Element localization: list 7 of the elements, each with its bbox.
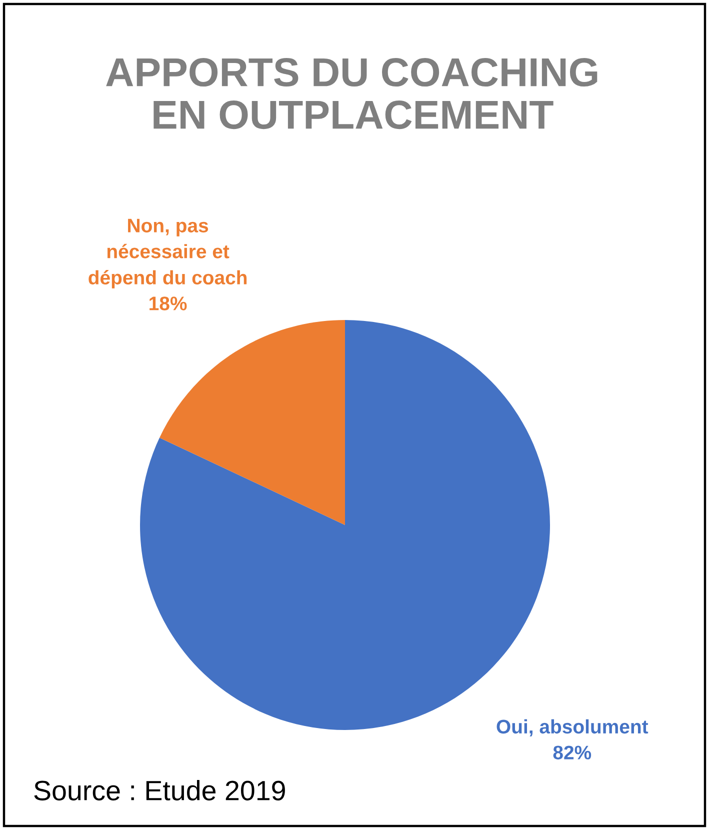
data-label: 18% [150,296,187,310]
slice-label: Oui, absolument [496,719,648,736]
pie-slice [160,320,345,525]
chart-title: APPORTS DU COACHING EN OUTPLACEMENT [106,58,598,130]
slice-label: Non, pas nécessaire et dépend du coach [88,218,247,288]
source-note: Source : Etude 2019 [34,780,285,800]
data-label: 82% [553,746,592,760]
